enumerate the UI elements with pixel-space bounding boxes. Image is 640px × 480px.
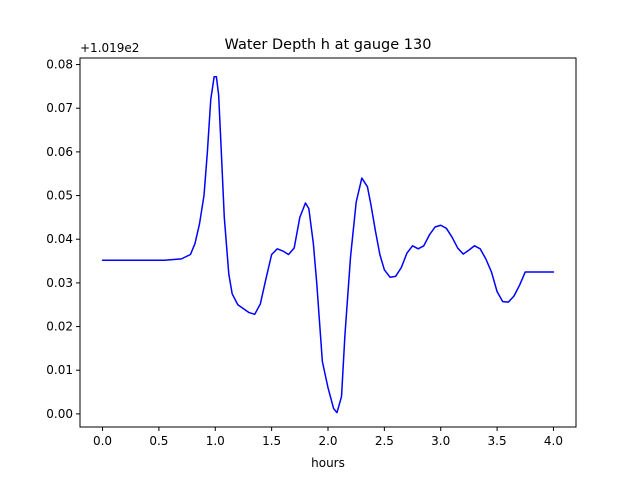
y-tick-label: 0.00 (46, 407, 73, 421)
y-tick-label: 0.02 (46, 320, 73, 334)
x-tick-label: 2.0 (318, 434, 337, 448)
x-tick-label: 4.0 (544, 434, 563, 448)
x-tick-label: 3.0 (431, 434, 450, 448)
y-tick-label: 0.07 (46, 101, 73, 115)
x-axis-label: hours (311, 456, 345, 470)
x-tick-label: 0.5 (149, 434, 168, 448)
y-axis-offset-text: +1.019e2 (80, 41, 139, 55)
y-tick-label: 0.05 (46, 189, 73, 203)
x-tick-label: 2.5 (375, 434, 394, 448)
series-layer (101, 76, 555, 414)
x-tick-label: 1.0 (206, 434, 225, 448)
y-tick-label: 0.04 (46, 232, 73, 246)
y-tick-label: 0.01 (46, 363, 73, 377)
y-tick-label: 0.06 (46, 145, 73, 159)
x-tick-label: 3.5 (488, 434, 507, 448)
x-tick-label: 0.0 (93, 434, 112, 448)
chart-title: Water Depth h at gauge 130 (225, 37, 432, 53)
axes-layer: 0.0 0.5 1.0 1.5 2.0 2.5 3.0 3.5 4.0 0.00 0.01 0.02 0… (46, 57, 577, 448)
x-tick-label: 1.5 (262, 434, 281, 448)
y-tick-label: 0.08 (46, 58, 73, 72)
series-line-0 (101, 76, 555, 414)
y-tick-label: 0.03 (46, 276, 73, 290)
